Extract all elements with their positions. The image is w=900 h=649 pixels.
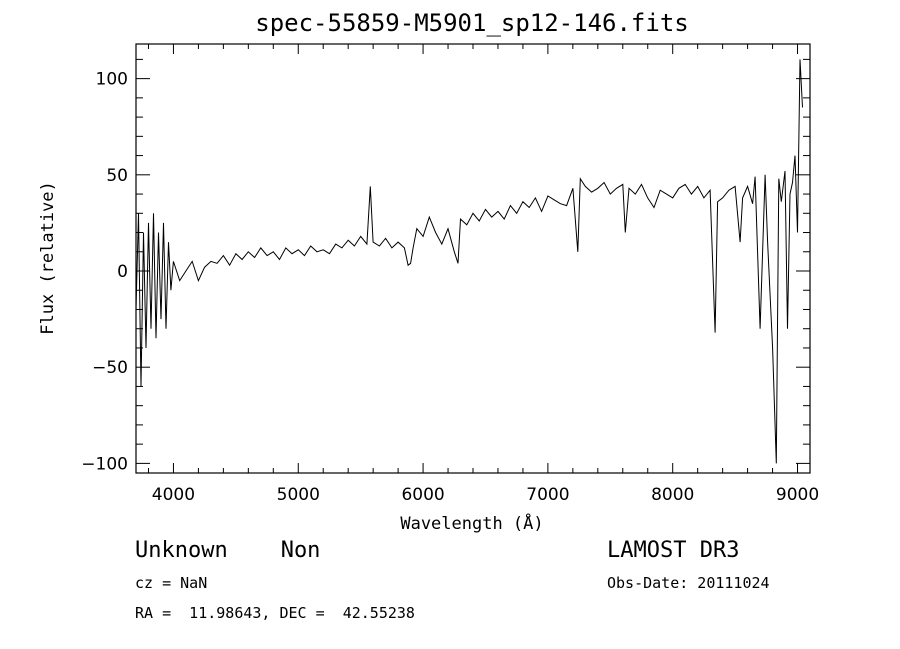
classification-label: Unknown Non <box>135 538 321 563</box>
survey-label: LAMOST DR3 <box>607 538 740 563</box>
obs-date-label: Obs-Date: 20111024 <box>607 574 770 592</box>
coordinates-label: RA = 11.98643, DEC = 42.55238 <box>135 604 415 622</box>
x-tick-label: 4000 <box>152 485 195 505</box>
y-axis-label: Flux (relative) <box>38 181 58 335</box>
redshift-label: cz = NaN <box>135 574 208 592</box>
flux-series-line <box>135 59 803 464</box>
y-tick-label: 0 <box>117 262 128 282</box>
plot-frame <box>135 43 811 474</box>
y-tick-label: −50 <box>92 358 128 378</box>
x-tick-label: 7000 <box>526 485 569 505</box>
x-axis: 4000 5000 6000 7000 8000 9000 <box>147 44 819 505</box>
x-axis-label: Wavelength (Å) <box>400 512 543 534</box>
y-tick-label: 100 <box>96 70 128 90</box>
y-tick-label: 50 <box>106 166 128 186</box>
y-axis: −100 −50 0 50 100 <box>81 58 810 474</box>
x-tick-label: 8000 <box>651 485 694 505</box>
x-tick-label: 6000 <box>401 485 444 505</box>
chart-title: spec-55859-M5901_sp12-146.fits <box>255 9 688 37</box>
y-tick-label: −100 <box>81 454 128 474</box>
x-tick-label: 5000 <box>277 485 320 505</box>
x-tick-label: 9000 <box>776 485 819 505</box>
